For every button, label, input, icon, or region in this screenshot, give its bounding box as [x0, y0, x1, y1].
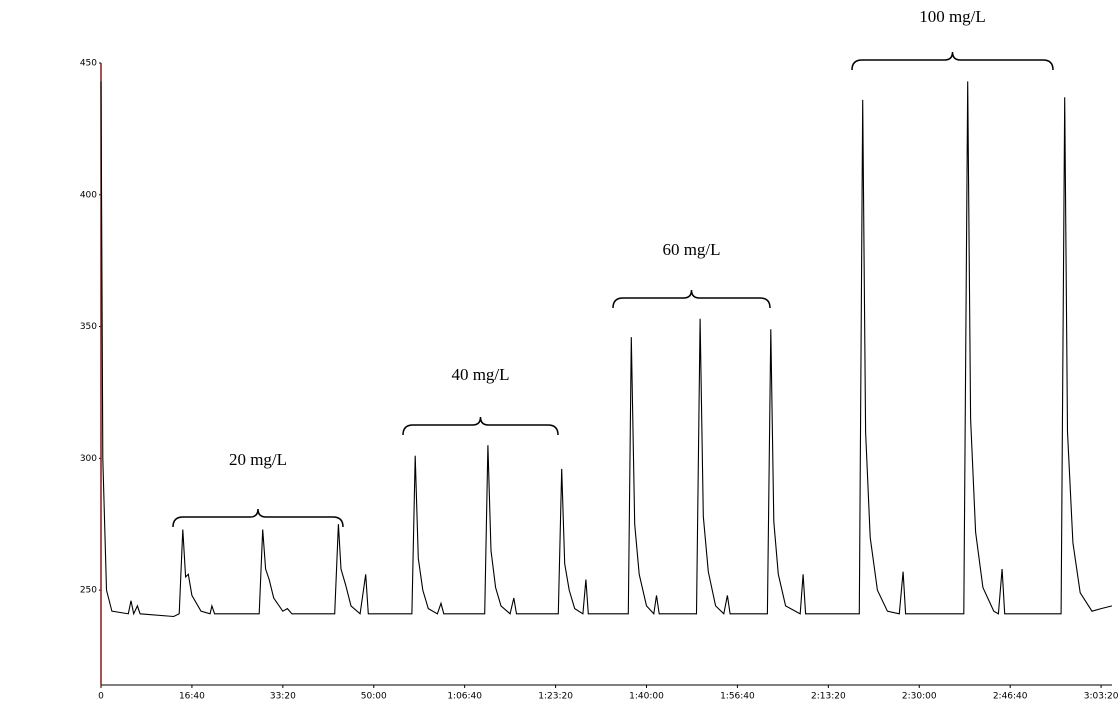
x-tick-label: 1:40:00 — [629, 692, 664, 702]
y-tick-label: 350 — [80, 322, 97, 332]
brace — [173, 509, 343, 527]
signal-line — [101, 81, 1112, 616]
y-tick-label: 250 — [80, 586, 97, 596]
brace — [852, 52, 1053, 70]
x-tick-label: 1:06:40 — [447, 692, 482, 702]
y-tick-label: 400 — [80, 190, 97, 200]
x-tick-label: 3:03:20 — [1084, 692, 1119, 702]
x-tick-label: 2:30:00 — [902, 692, 937, 702]
annotation: 100 mg/L — [919, 7, 986, 26]
chart: 250 300 350 400 450 0 16:40 33:20 50:00 1:06:40 1:… — [0, 0, 1119, 705]
x-tick-label: 16:40 — [179, 692, 205, 702]
annotation: 60 mg/L — [662, 240, 720, 259]
x-tick-label: 1:56:40 — [720, 692, 755, 702]
annotation: 20 mg/L — [229, 450, 287, 469]
y-tick-label: 450 — [80, 59, 97, 69]
x-tick-label: 0 — [98, 692, 104, 702]
x-tick-label: 50:00 — [361, 692, 387, 702]
annotation: 40 mg/L — [451, 365, 509, 384]
y-tick-label: 300 — [80, 454, 97, 464]
brace — [613, 290, 770, 308]
brace — [403, 417, 558, 435]
x-tick-label: 2:46:40 — [993, 692, 1028, 702]
x-tick-label: 2:13:20 — [811, 692, 846, 702]
x-tick-label: 33:20 — [270, 692, 296, 702]
x-tick-label: 1:23:20 — [538, 692, 573, 702]
